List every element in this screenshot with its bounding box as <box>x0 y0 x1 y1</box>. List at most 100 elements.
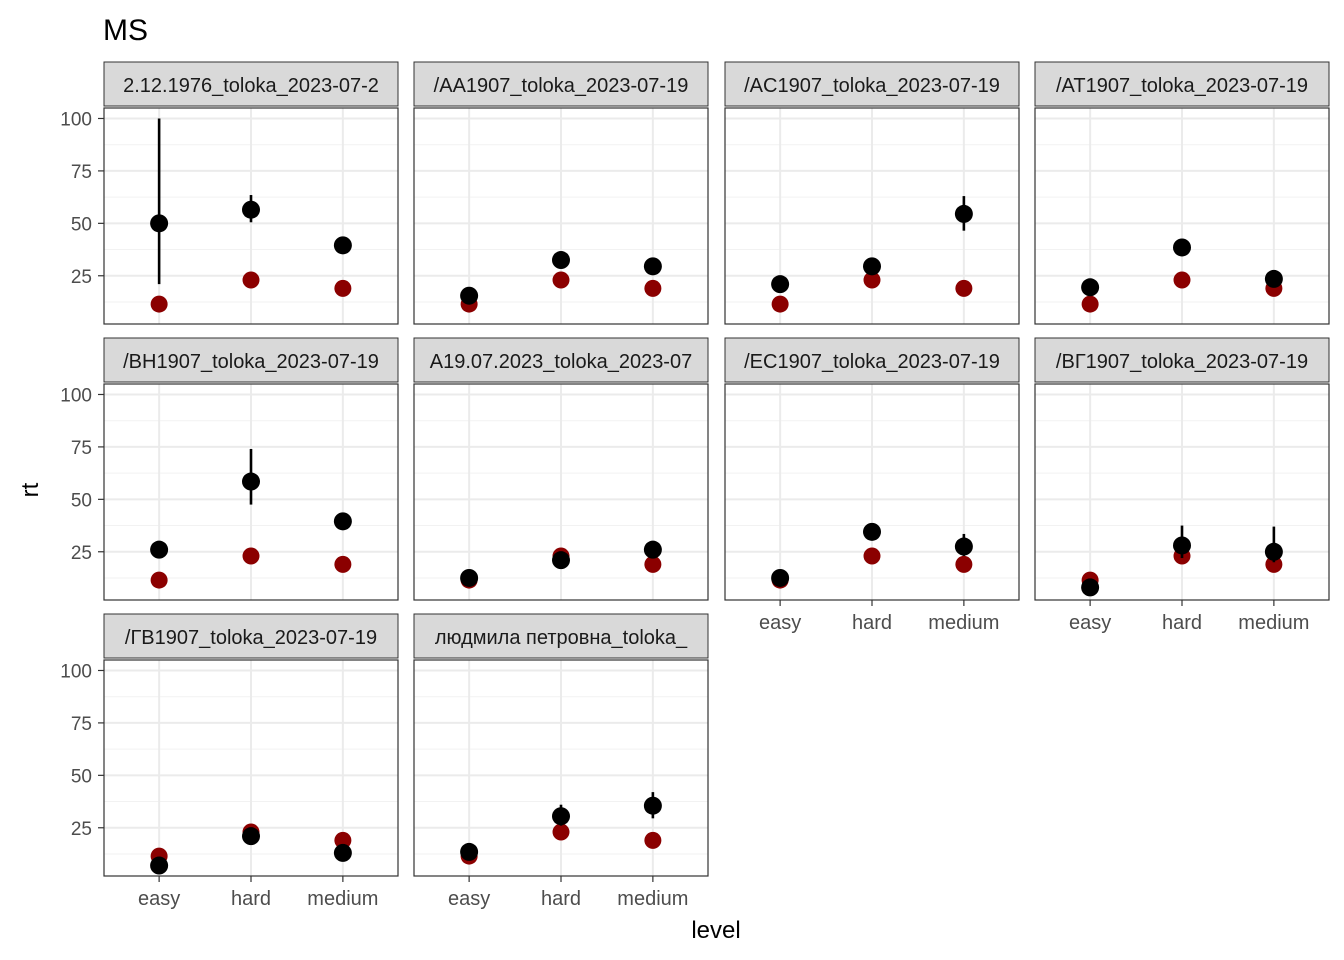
y-tick-label: 50 <box>71 490 92 511</box>
facet-strip-label: /AC1907_toloka_2023-07-19 <box>744 75 1000 97</box>
facet-panel: /AC1907_toloka_2023-07-19 <box>724 61 1020 325</box>
black-point <box>643 540 662 559</box>
black-point <box>1264 269 1283 288</box>
facet-strip <box>103 61 399 107</box>
facet-strip-label: /BH1907_toloka_2023-07-19 <box>123 351 379 373</box>
x-axis-label: level <box>691 917 740 944</box>
red-point <box>150 571 168 589</box>
x-tick-label: medium <box>928 612 999 634</box>
x-tick-label: easy <box>1069 612 1111 634</box>
red-point <box>242 271 260 289</box>
black-point <box>552 551 570 570</box>
facet-strip-label: 2.12.1976_toloka_2023-07-2 <box>123 75 379 97</box>
facet-strip <box>413 337 709 383</box>
x-tick-label: hard <box>231 888 271 910</box>
black-point <box>863 257 881 276</box>
facet-panel: /ГВ1907_toloka_2023-07-19 25 50 75 100 easy ha… <box>60 613 399 910</box>
black-point <box>460 842 479 861</box>
y-tick-label: 50 <box>71 766 92 787</box>
red-point <box>334 555 352 573</box>
red-point <box>644 279 662 297</box>
x-tick-label: easy <box>759 612 801 634</box>
facet-panel: /AA1907_toloka_2023-07-19 <box>413 61 709 325</box>
facet-panel: людмила петровна_toloka_easy hard medium <box>413 613 709 910</box>
facet-panel: /AT1907_toloka_2023-07-19 <box>1034 61 1330 325</box>
black-point <box>242 200 260 219</box>
y-tick-label: 100 <box>60 661 92 682</box>
x-tick-label: medium <box>1238 612 1309 634</box>
red-point <box>552 271 570 289</box>
black-point <box>552 807 570 826</box>
x-tick-label: hard <box>541 888 581 910</box>
facet-strip-label: /ГВ1907_toloka_2023-07-19 <box>125 627 377 649</box>
facet-strip-label: /BГ1907_toloka_2023-07-19 <box>1056 351 1308 373</box>
y-axis-label: rt <box>17 482 44 497</box>
facet-strip <box>724 337 1020 383</box>
black-point <box>954 204 973 223</box>
black-point <box>771 275 790 294</box>
y-tick-label: 25 <box>71 819 92 840</box>
panel-border <box>724 107 1020 325</box>
y-tick-label: 75 <box>71 438 92 459</box>
facet-strip <box>724 61 1020 107</box>
y-tick-label: 100 <box>60 385 92 406</box>
facet-strip <box>413 61 709 107</box>
y-tick-label: 25 <box>71 543 92 564</box>
facet-panel: 2.12.1976_toloka_2023-07-2 25 50 75 100 <box>60 61 399 325</box>
black-point <box>1264 542 1283 561</box>
panel-border <box>103 107 399 325</box>
red-point <box>771 295 789 313</box>
black-point <box>333 843 352 862</box>
x-tick-label: hard <box>1162 612 1202 634</box>
black-point <box>150 540 169 559</box>
facet-strip <box>1034 61 1330 107</box>
black-point <box>863 522 881 541</box>
facet-strip-label: A19.07.2023_toloka_2023-07 <box>430 351 692 373</box>
black-point <box>1173 536 1191 555</box>
red-point <box>863 271 881 289</box>
facet-panel: A19.07.2023_toloka_2023-07 <box>413 337 709 601</box>
red-point <box>644 831 662 849</box>
panel-border <box>103 383 399 601</box>
red-point <box>1173 271 1191 289</box>
red-point <box>955 555 973 573</box>
y-tick-label: 75 <box>71 714 92 735</box>
black-point <box>643 257 662 276</box>
red-point <box>644 555 662 573</box>
black-point <box>460 286 479 305</box>
red-point <box>1265 555 1283 573</box>
facet-strip-label: /AT1907_toloka_2023-07-19 <box>1056 75 1308 97</box>
y-tick-label: 75 <box>71 162 92 183</box>
x-tick-label: hard <box>852 612 892 634</box>
x-tick-label: medium <box>617 888 688 910</box>
black-point <box>954 537 973 556</box>
panel-border <box>413 383 709 601</box>
black-point <box>333 236 352 255</box>
black-point <box>1081 278 1100 297</box>
red-point <box>150 295 168 313</box>
y-tick-label: 25 <box>71 267 92 288</box>
y-tick-label: 100 <box>60 109 92 130</box>
black-point <box>460 568 479 587</box>
y-tick-label: 50 <box>71 214 92 235</box>
facet-strip-label: /AA1907_toloka_2023-07-19 <box>434 75 689 97</box>
red-point <box>334 279 352 297</box>
facet-strip <box>413 613 709 659</box>
facet-strip-label: /EC1907_toloka_2023-07-19 <box>744 351 1000 373</box>
black-point <box>333 512 352 531</box>
panel-border <box>1034 107 1330 325</box>
black-point <box>643 796 662 815</box>
black-point <box>771 568 790 587</box>
facet-strip <box>1034 337 1330 383</box>
black-point <box>242 827 260 846</box>
black-point <box>242 472 260 491</box>
red-point <box>242 547 260 565</box>
facet-strip <box>103 337 399 383</box>
facet-panel: /BH1907_toloka_2023-07-19 25 50 75 100 <box>60 337 399 601</box>
chart-title: MS <box>103 14 148 47</box>
black-point <box>1173 238 1191 257</box>
red-point <box>552 823 570 841</box>
